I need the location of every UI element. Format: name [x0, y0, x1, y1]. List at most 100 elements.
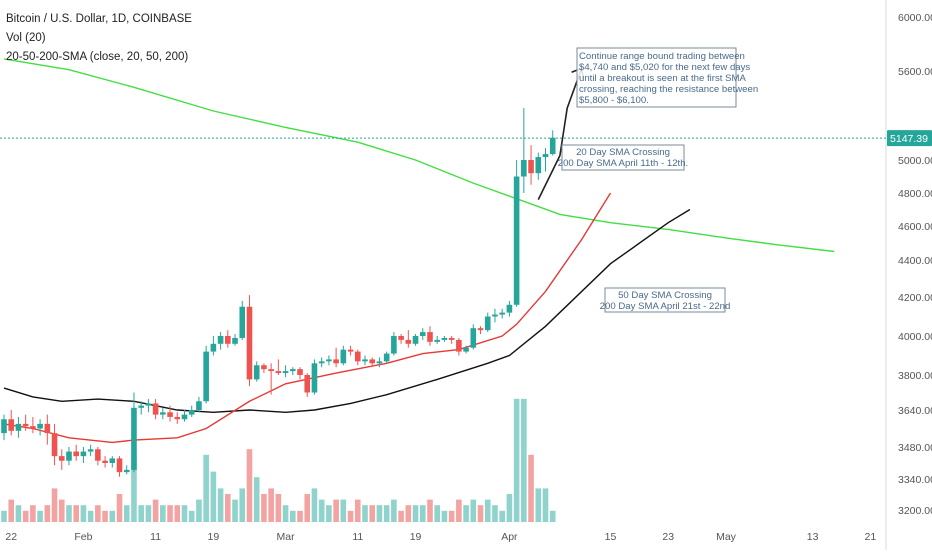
candle-body — [521, 160, 527, 177]
candle-body — [304, 375, 311, 393]
volume-bar — [311, 488, 318, 522]
volume-bar — [470, 499, 477, 522]
candle-body — [354, 351, 361, 362]
price-tick-label: 5600.00 — [898, 66, 932, 78]
note-box — [576, 47, 737, 108]
volume-bar — [434, 505, 440, 522]
candle-body — [542, 154, 549, 158]
volume-bar — [354, 499, 361, 522]
price-axis[interactable]: 3200.00 3340.00 3480.00 3640.00 3800.00 4000.… — [898, 12, 932, 517]
volume-bar — [22, 510, 29, 522]
candle-body — [311, 363, 318, 393]
candle-body — [87, 449, 94, 452]
volume-bar — [8, 499, 15, 522]
volume-bar — [477, 505, 484, 522]
price-tick-label: 3640.00 — [898, 405, 932, 417]
volume-bar — [225, 494, 231, 522]
volume-bar — [484, 499, 491, 522]
candle-body — [318, 361, 325, 364]
annotation-50day-crossing[interactable]: 50 Day SMA Crossing 200 Day SMA April 21… — [600, 287, 731, 313]
volume-bar — [58, 499, 65, 522]
candle-body — [73, 451, 79, 457]
volume-bar — [188, 510, 195, 522]
price-tick-label: 4000.00 — [898, 331, 932, 343]
candle-body — [340, 349, 347, 364]
volume-bar — [210, 471, 217, 522]
volume-bar — [109, 510, 116, 522]
volume-bar — [513, 398, 520, 522]
volume-bar — [167, 505, 173, 522]
volume-bar — [542, 488, 549, 522]
volume-bar — [181, 505, 188, 522]
volume-bar — [427, 499, 433, 522]
volume-bars — [1, 398, 556, 522]
candle-body — [275, 371, 282, 374]
candle-body — [549, 137, 556, 155]
candle-body — [102, 460, 108, 463]
volume-bar — [95, 505, 101, 522]
time-axis[interactable]: 22 Feb 11 19 Mar 11 19 Apr 15 23 May 13 21 — [5, 531, 876, 543]
volume-indicator-label[interactable]: Vol (20) — [6, 32, 46, 44]
volume-bar — [441, 510, 448, 522]
symbol-title[interactable]: Bitcoin / U.S. Dollar, 1D, COINBASE — [6, 13, 192, 25]
candle-body — [225, 336, 231, 344]
time-tick-label: Mar — [277, 531, 296, 543]
price-tick-label: 4600.00 — [898, 221, 932, 233]
volume-bar — [405, 505, 412, 522]
sma-indicator-label[interactable]: 20-50-200-SMA (close, 20, 50, 200) — [6, 51, 188, 63]
time-tick-label: 11 — [150, 531, 161, 543]
candle-body — [528, 160, 534, 174]
candle-body — [181, 414, 188, 420]
volume-bar — [326, 505, 332, 522]
candle-body — [470, 328, 477, 348]
candle-body — [535, 157, 542, 174]
crossing-line: 200 Day SMA April 21st - 22nd — [600, 301, 731, 312]
sma20-line — [3, 192, 612, 444]
volume-bar — [456, 499, 462, 522]
candle-body — [253, 365, 260, 380]
annotation-20day-crossing[interactable]: 20 Day SMA Crossing 200 Day SMA April 11… — [558, 144, 688, 171]
volume-bar — [297, 510, 303, 522]
chart-legend[interactable]: Bitcoin / U.S. Dollar, 1D, COINBASE Vol … — [6, 13, 192, 63]
volume-bar — [217, 488, 224, 522]
crossing-line: 20 Day SMA Crossing — [576, 147, 670, 158]
candle-body — [145, 403, 152, 406]
volume-bar — [44, 505, 51, 522]
volume-bar — [290, 510, 296, 522]
note-line: $4,740 and $5,020 for the next few days — [579, 62, 750, 73]
candlesticks — [1, 108, 556, 477]
candle-body — [506, 304, 513, 313]
volume-bar — [383, 505, 390, 522]
time-tick-label: Apr — [501, 531, 518, 543]
volume-bar — [304, 494, 311, 522]
volume-bar — [398, 510, 404, 522]
volume-bar — [66, 505, 72, 522]
crossing-box — [604, 287, 726, 313]
candle-body — [434, 339, 440, 342]
candle-body — [297, 369, 303, 375]
volume-bar — [521, 398, 527, 522]
volume-bar — [138, 505, 144, 522]
volume-bar — [152, 499, 159, 522]
candle-body — [362, 359, 368, 362]
volume-bar — [174, 505, 181, 522]
volume-bar — [196, 499, 202, 522]
candle-body — [383, 353, 390, 362]
price-tick-label: 3200.00 — [898, 505, 932, 517]
volume-bar — [246, 449, 253, 522]
last-price-badge — [887, 130, 932, 147]
candle-body — [22, 423, 29, 427]
candle-body — [174, 416, 181, 420]
candle-body — [347, 349, 354, 352]
candle-body — [58, 456, 65, 461]
candle-body — [448, 337, 455, 340]
candle-body — [333, 359, 339, 364]
price-tick-label: 3480.00 — [898, 442, 932, 454]
candle-body — [203, 351, 209, 402]
volume-bar — [261, 494, 267, 522]
volume-bar — [391, 499, 397, 522]
annotation-note[interactable]: Continue range bound trading between $4,… — [576, 47, 758, 108]
candle-body — [499, 312, 505, 315]
price-tick-label: 4400.00 — [898, 255, 932, 267]
